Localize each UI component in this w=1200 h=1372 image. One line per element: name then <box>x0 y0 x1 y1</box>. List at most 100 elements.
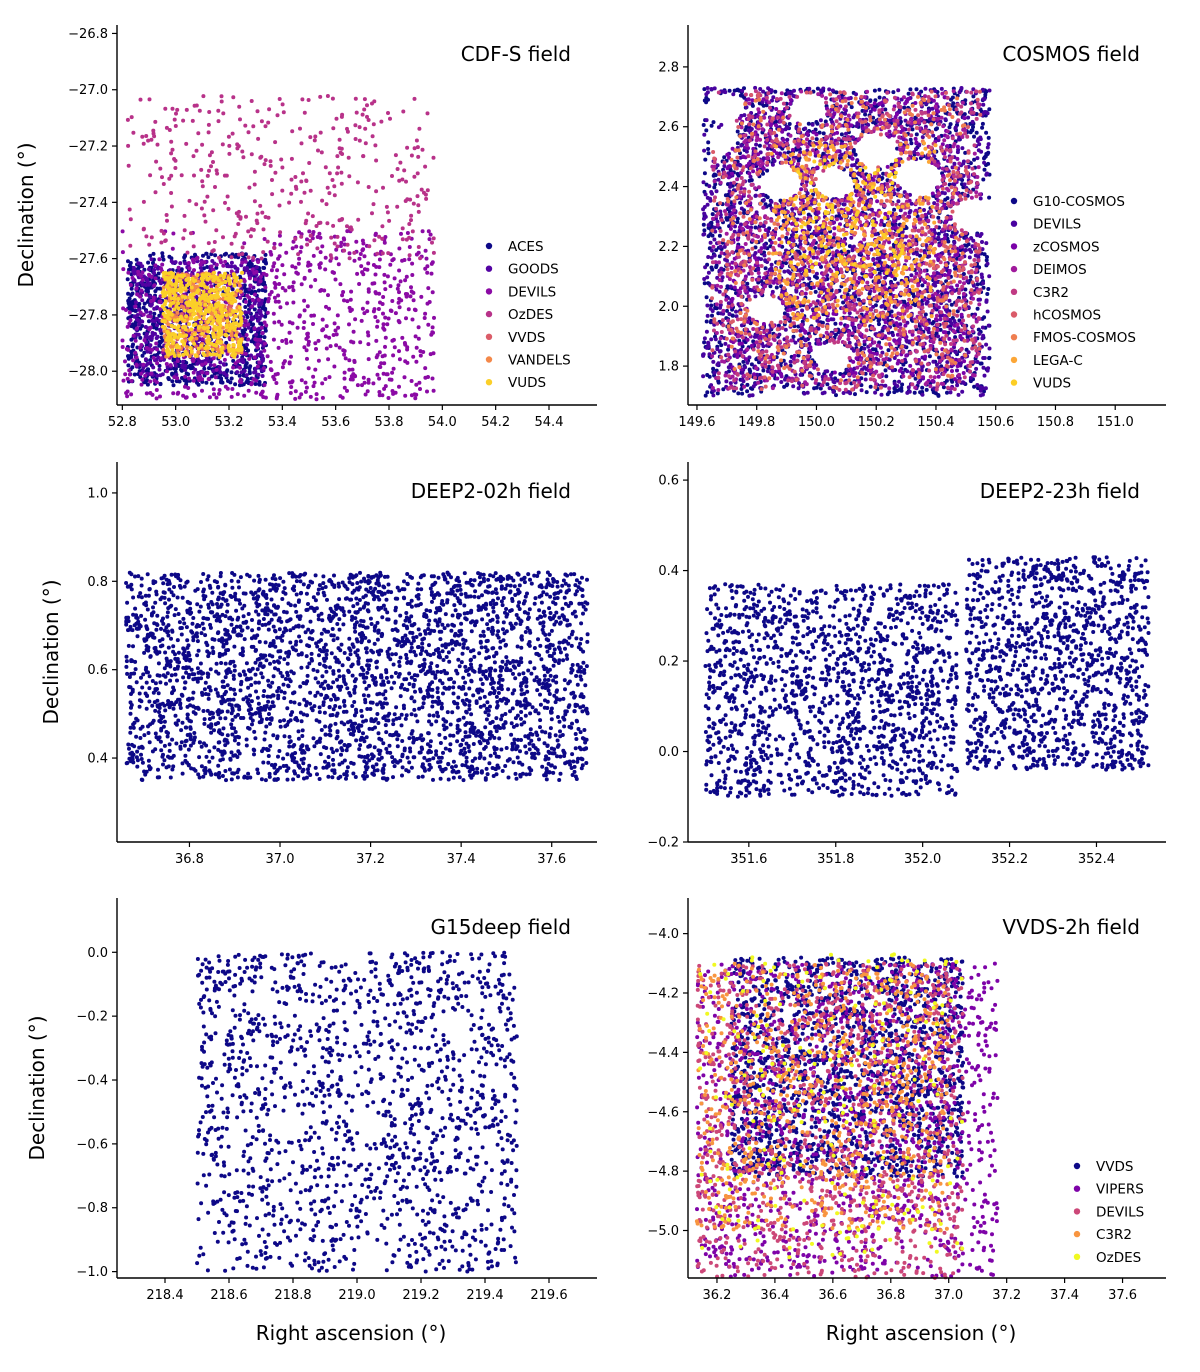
point <box>266 299 270 303</box>
point <box>163 292 167 296</box>
point <box>419 354 423 358</box>
point <box>140 289 144 293</box>
point <box>318 95 322 99</box>
point <box>946 196 950 200</box>
point <box>766 195 770 199</box>
point <box>263 315 267 319</box>
point <box>240 370 244 374</box>
point <box>344 356 348 360</box>
point <box>920 386 924 390</box>
point <box>862 347 866 351</box>
point <box>226 379 230 383</box>
point <box>815 272 819 276</box>
point <box>165 283 169 287</box>
point <box>891 90 895 94</box>
point <box>319 288 323 292</box>
point <box>257 298 261 302</box>
point <box>220 100 224 104</box>
point <box>173 318 177 322</box>
point <box>284 338 288 342</box>
point <box>149 257 153 261</box>
point <box>397 269 401 273</box>
point <box>401 110 405 114</box>
point <box>192 174 196 178</box>
point <box>426 188 430 192</box>
point <box>346 243 350 247</box>
point <box>173 166 177 170</box>
y-tick-label: −27.6 <box>68 252 108 267</box>
point <box>276 393 280 397</box>
point <box>209 284 213 288</box>
point <box>358 139 362 143</box>
point <box>825 382 829 386</box>
point <box>412 298 416 302</box>
point <box>334 329 338 333</box>
point <box>305 357 309 361</box>
point <box>323 267 327 271</box>
point <box>417 127 421 131</box>
point <box>241 245 245 249</box>
point <box>788 122 792 126</box>
point <box>248 366 252 370</box>
point <box>275 396 279 400</box>
point <box>238 366 242 370</box>
point <box>269 253 273 257</box>
point <box>325 324 329 328</box>
point <box>139 98 143 102</box>
point <box>147 283 151 287</box>
point <box>273 281 277 285</box>
point <box>183 385 187 389</box>
point <box>320 381 324 385</box>
point <box>178 261 182 265</box>
point <box>331 178 335 182</box>
x-tick-label: 52.8 <box>108 415 137 430</box>
point <box>152 271 156 275</box>
point <box>331 270 335 274</box>
point <box>981 178 985 182</box>
point <box>202 316 206 320</box>
point <box>135 282 139 286</box>
point <box>397 283 401 287</box>
point <box>135 286 139 290</box>
point <box>260 119 264 123</box>
point <box>207 272 211 276</box>
point <box>174 276 178 280</box>
point <box>364 141 368 145</box>
point <box>381 251 385 255</box>
point <box>736 391 740 395</box>
point <box>291 288 295 292</box>
point <box>140 135 144 139</box>
point <box>214 326 218 330</box>
point <box>180 173 184 177</box>
point <box>399 232 403 236</box>
point <box>321 396 325 400</box>
point <box>277 282 281 286</box>
point <box>291 246 295 250</box>
point <box>787 91 791 95</box>
point <box>238 380 242 384</box>
point <box>359 252 363 256</box>
point <box>224 252 228 256</box>
point <box>127 368 131 372</box>
point <box>382 361 386 365</box>
point <box>267 107 271 111</box>
point <box>168 339 172 343</box>
point <box>284 251 288 255</box>
point <box>171 107 175 111</box>
point <box>736 172 740 176</box>
point <box>121 250 125 254</box>
point <box>411 355 415 359</box>
point <box>909 138 913 142</box>
point <box>144 293 148 297</box>
point <box>225 373 229 377</box>
point <box>857 298 861 302</box>
point <box>263 321 267 325</box>
point <box>361 154 365 158</box>
point <box>168 128 172 132</box>
point <box>365 115 369 119</box>
point <box>126 277 130 281</box>
point <box>288 381 292 385</box>
point <box>231 95 235 99</box>
point <box>171 348 175 352</box>
point <box>337 262 341 266</box>
